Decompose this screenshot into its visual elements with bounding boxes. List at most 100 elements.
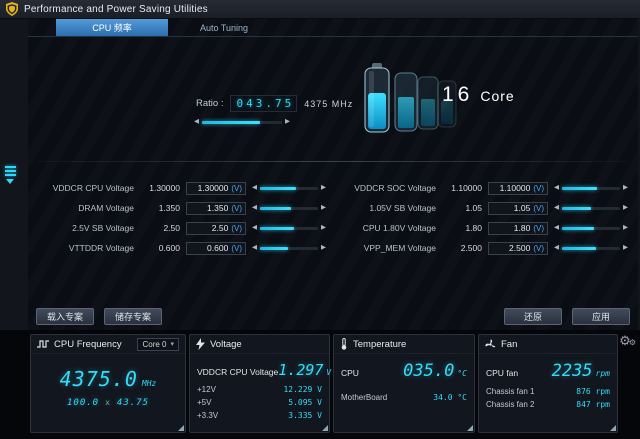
voltage-main-readout: VDDCR CPU Voltage 1.297 V xyxy=(190,354,331,379)
voltage-rail-rows: +12V 12.229 V +5V 5.095 V +3.3V 3.335 V xyxy=(190,379,329,420)
slider-track[interactable] xyxy=(260,246,318,250)
voltage-main-value: 1.297 xyxy=(278,361,324,379)
restore-button[interactable]: 还原 xyxy=(504,308,562,325)
voltage-slider[interactable]: ◀ ▶ xyxy=(554,183,628,192)
voltage-current-value: 1.30000 xyxy=(149,183,180,193)
voltage-current-value: 0.600 xyxy=(158,243,180,253)
voltage-current-value: 1.80 xyxy=(465,223,482,233)
chevron-down-icon xyxy=(6,179,14,184)
voltage-row: 2.5V SB Voltage 2.50 2.50 (V) ◀ ▶ xyxy=(38,221,326,235)
voltage-row: VPP_MEM Voltage 2.500 2.500 (V) ◀ ▶ xyxy=(340,241,628,255)
slider-left-arrow[interactable]: ◀ xyxy=(252,203,257,211)
slider-track[interactable] xyxy=(260,226,318,230)
slider-left-arrow[interactable]: ◀ xyxy=(252,223,257,231)
voltage-slider[interactable]: ◀ ▶ xyxy=(252,203,326,212)
voltage-slider[interactable]: ◀ ▶ xyxy=(554,243,628,252)
tab-cpu-frequency[interactable]: CPU 频率 xyxy=(56,19,168,36)
voltage-stepper[interactable]: 1.05 (V) xyxy=(488,201,548,215)
slider-left-arrow[interactable]: ◀ xyxy=(554,203,559,211)
voltage-slider[interactable]: ◀ ▶ xyxy=(252,183,326,192)
temperature-main-label: CPU xyxy=(341,368,359,378)
voltage-stepper[interactable]: 1.80 (V) xyxy=(488,221,548,235)
slider-track[interactable] xyxy=(562,206,620,210)
settings-button[interactable]: ⚙ ⚙ xyxy=(619,334,636,347)
ratio-slider[interactable]: ◀ ▶ xyxy=(194,118,290,126)
fan-rows: Chassis fan 1 876 rpm Chassis fan 2 847 … xyxy=(479,381,617,409)
bclk-value: 100.0 xyxy=(66,398,100,408)
rail-label: +12V xyxy=(197,385,216,394)
cpu-core-battery-graphic xyxy=(364,63,457,133)
temperature-main-readout: CPU 035.0 °C xyxy=(334,354,474,381)
slider-left-arrow[interactable]: ◀ xyxy=(554,223,559,231)
voltage-slider[interactable]: ◀ ▶ xyxy=(252,243,326,252)
slider-track[interactable] xyxy=(202,120,282,124)
voltage-stepper[interactable]: 2.50 (V) xyxy=(186,221,246,235)
voltage-label: 1.05V SB Voltage xyxy=(369,203,436,213)
fan-icon xyxy=(485,338,496,347)
main-panel: CPU 频率 Auto Tuning Ratio : 043.75 4375 M… xyxy=(28,19,638,330)
voltage-main-label: VDDCR CPU Voltage xyxy=(197,367,279,377)
chevron-down-icon: ▾ xyxy=(170,341,174,348)
temperature-card: Temperature CPU 035.0 °C MotherBoard 34.… xyxy=(333,334,475,433)
voltage-row: DRAM Voltage 1.350 1.350 (V) ◀ ▶ xyxy=(38,201,326,215)
titlebar: Performance and Power Saving Utilities xyxy=(0,0,640,19)
voltage-row: 1.05V SB Voltage 1.05 1.05 (V) ◀ ▶ xyxy=(340,201,628,215)
voltage-label: 2.5V SB Voltage xyxy=(72,223,134,233)
slider-right-arrow[interactable]: ▶ xyxy=(285,118,290,125)
slider-right-arrow[interactable]: ▶ xyxy=(321,243,326,251)
voltage-slider[interactable]: ◀ ▶ xyxy=(252,223,326,232)
voltage-slider[interactable]: ◀ ▶ xyxy=(554,223,628,232)
slider-left-arrow[interactable]: ◀ xyxy=(252,183,257,191)
voltage-stepper[interactable]: 0.600 (V) xyxy=(186,241,246,255)
slider-right-arrow[interactable]: ▶ xyxy=(623,183,628,191)
slider-right-arrow[interactable]: ▶ xyxy=(623,223,628,231)
slider-left-arrow[interactable]: ◀ xyxy=(554,183,559,191)
ratio-mhz: 4375 MHz xyxy=(304,98,354,109)
slider-track[interactable] xyxy=(562,226,620,230)
slider-track[interactable] xyxy=(260,206,318,210)
core-select-dropdown[interactable]: Core 0 ▾ xyxy=(137,337,179,351)
voltage-label: VPP_MEM Voltage xyxy=(363,243,436,253)
slider-right-arrow[interactable]: ▶ xyxy=(321,223,326,231)
stepper-value: 1.05 xyxy=(513,203,531,213)
slider-track[interactable] xyxy=(562,186,620,190)
slider-left-arrow[interactable]: ◀ xyxy=(252,243,257,251)
voltage-stepper[interactable]: 1.10000 (V) xyxy=(488,181,548,195)
voltage-stepper[interactable]: 2.500 (V) xyxy=(488,241,548,255)
save-profile-button[interactable]: 储存专案 xyxy=(104,308,162,325)
slider-left-arrow[interactable]: ◀ xyxy=(554,243,559,251)
slider-right-arrow[interactable]: ▶ xyxy=(321,203,326,211)
load-profile-button[interactable]: 载入专案 xyxy=(36,308,94,325)
slider-right-arrow[interactable]: ▶ xyxy=(623,203,628,211)
voltage-stepper[interactable]: 1.350 (V) xyxy=(186,201,246,215)
slider-right-arrow[interactable]: ▶ xyxy=(623,243,628,251)
multiplier-value: 43.75 xyxy=(116,398,149,408)
rail-value: 3.335 V xyxy=(288,411,322,420)
menu-flyout-toggle[interactable] xyxy=(2,166,18,184)
voltage-current-value: 1.10000 xyxy=(451,183,482,193)
slider-track[interactable] xyxy=(562,246,620,250)
fan-card: Fan CPU fan 2235 rpm Chassis fan 1 876 r… xyxy=(478,334,618,433)
card-header: Fan xyxy=(479,335,617,354)
stepper-value: 0.600 xyxy=(207,243,229,253)
voltage-current-value: 2.500 xyxy=(460,243,482,253)
card-title: Temperature xyxy=(353,338,407,350)
stepper-unit: (V) xyxy=(231,183,242,193)
slider-right-arrow[interactable]: ▶ xyxy=(321,183,326,191)
slider-left-arrow[interactable]: ◀ xyxy=(194,118,199,125)
fan-row: Chassis fan 2 847 rpm xyxy=(486,400,610,409)
slider-track[interactable] xyxy=(260,186,318,190)
voltage-label: VTTDDR Voltage xyxy=(68,243,134,253)
core-count: 16 Core xyxy=(442,83,515,107)
apply-button-group: 还原 应用 xyxy=(504,308,630,325)
tab-auto-tuning[interactable]: Auto Tuning xyxy=(199,23,249,33)
fan-main-value: 2235 xyxy=(551,361,593,381)
voltage-stepper[interactable]: 1.30000 (V) xyxy=(186,181,246,195)
rail-label: +5V xyxy=(197,398,212,407)
fan-row: Chassis fan 1 876 rpm xyxy=(486,387,610,396)
lightning-icon xyxy=(196,338,205,350)
voltage-slider[interactable]: ◀ ▶ xyxy=(554,203,628,212)
fan-value: 876 rpm xyxy=(576,387,610,396)
stepper-value: 1.80 xyxy=(513,223,531,233)
apply-button[interactable]: 应用 xyxy=(572,308,630,325)
